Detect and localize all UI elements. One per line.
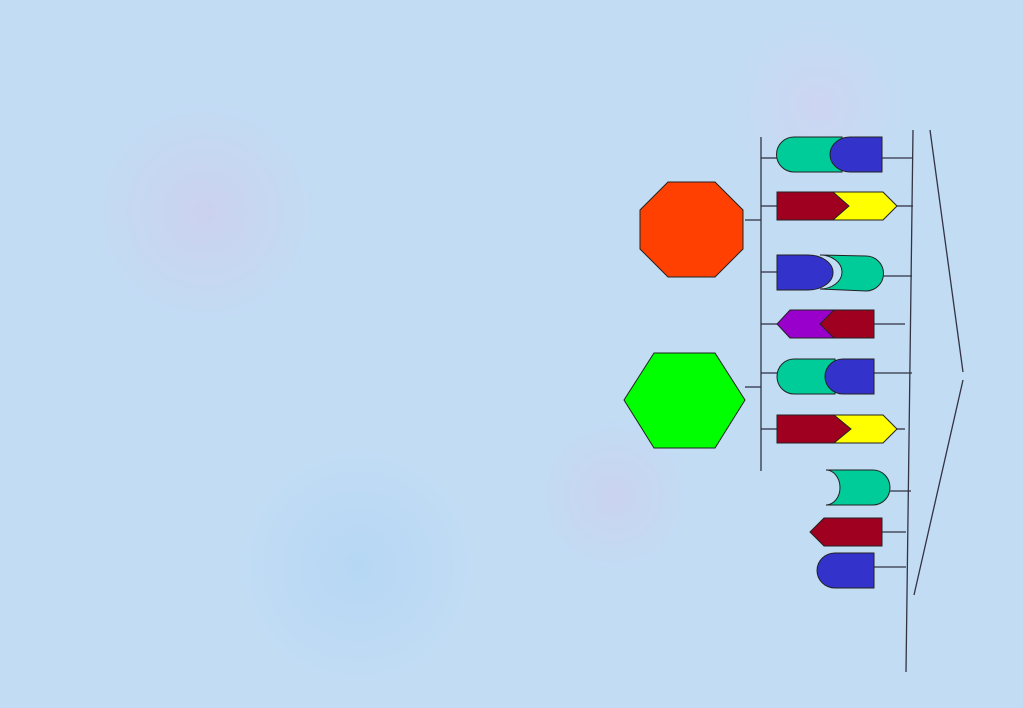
teal-d-shape: [776, 136, 843, 173]
right-bus-line: [905, 129, 914, 673]
teal-d-shape: [819, 254, 884, 292]
darkred-arrow: [776, 191, 850, 221]
darkred-arrow: [819, 309, 875, 339]
darkred-arrow: [809, 517, 883, 547]
blue-d-shape: [776, 254, 834, 291]
bracket-upper: [929, 129, 964, 373]
green-hexagon: [623, 352, 746, 449]
teal-d-shape: [825, 469, 891, 506]
bracket-lower: [913, 379, 964, 596]
teal-d-shape: [776, 358, 836, 395]
blue-d-shape: [824, 358, 875, 395]
blue-d-shape: [829, 136, 883, 173]
blue-d-shape: [816, 552, 875, 589]
darkred-arrow: [776, 414, 852, 444]
purple-arrow: [776, 309, 836, 339]
red-octagon: [639, 181, 744, 278]
